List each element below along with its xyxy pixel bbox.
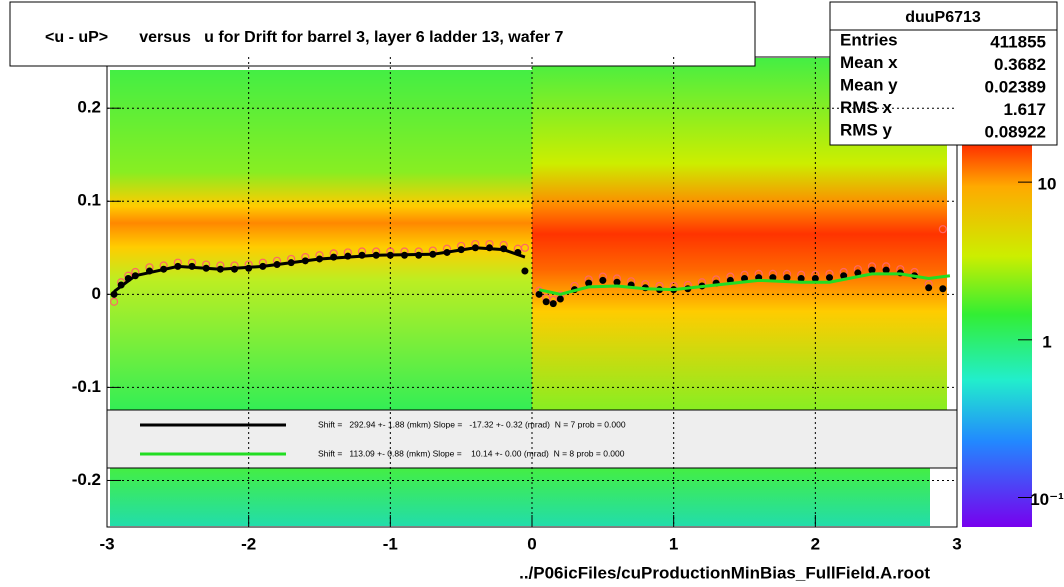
colorbar-tick-label: 1 <box>1042 332 1051 351</box>
fit-line <box>113 246 526 293</box>
data-point <box>769 274 777 282</box>
data-point <box>811 275 819 283</box>
colorbar-tick-label: 10⁻¹ <box>1030 490 1064 509</box>
data-point <box>542 298 550 306</box>
data-point <box>797 275 805 283</box>
x-axis-label: ../P06icFiles/cuProductionMinBias_FullFi… <box>519 563 930 582</box>
data-point <box>549 300 557 308</box>
x-tick-label: 0 <box>527 534 536 553</box>
data-point <box>868 266 876 274</box>
x-tick-label: 2 <box>811 534 820 553</box>
colorbar-tick-label: 10 <box>1038 175 1057 194</box>
y-tick-label: 0.2 <box>77 98 101 117</box>
stats-value: 1.617 <box>1003 100 1046 119</box>
data-point <box>109 297 119 306</box>
x-tick-label: 3 <box>952 534 961 553</box>
colorbar <box>962 140 1032 527</box>
data-point <box>925 284 933 292</box>
title-box <box>9 1 756 67</box>
fit-line <box>538 272 951 296</box>
x-tick-label: 1 <box>669 534 678 553</box>
data-point <box>882 266 890 274</box>
x-tick-label: -1 <box>383 534 398 553</box>
stats-value: 0.3682 <box>994 55 1046 74</box>
x-tick-label: -2 <box>241 534 256 553</box>
stats-label: RMS x <box>840 98 893 117</box>
stats-value: 411855 <box>990 32 1046 51</box>
legend-label: Shift = 292.94 +- 1.88 (mkm) Slope = -17… <box>318 419 626 429</box>
stats-value: 0.08922 <box>985 122 1046 141</box>
y-tick-label: 0 <box>92 284 101 303</box>
stats-value: 0.02389 <box>985 77 1046 96</box>
data-point <box>599 276 607 284</box>
stats-label: Mean y <box>840 75 898 94</box>
data-point <box>826 274 833 282</box>
stats-label: Mean x <box>840 53 898 72</box>
data-point <box>613 278 621 286</box>
stats-label: Entries <box>840 30 898 49</box>
data-point <box>520 243 530 252</box>
data-point <box>854 269 862 277</box>
x-tick-label: -3 <box>99 534 114 553</box>
stats-label: RMS y <box>840 120 893 139</box>
data-point <box>556 295 564 303</box>
data-point <box>783 274 791 282</box>
data-point <box>521 267 529 275</box>
y-tick-label: 0.1 <box>77 191 101 210</box>
data-point <box>939 285 947 293</box>
data-point <box>585 279 593 287</box>
data-point <box>840 272 848 280</box>
data-point <box>938 225 947 234</box>
data-point <box>110 290 118 298</box>
y-tick-label: -0.2 <box>72 470 101 489</box>
stats-title: duuP6713 <box>905 9 981 26</box>
chart-title: <u - uP> versus u for Drift for barrel 3… <box>45 29 564 46</box>
legend-label: Shift = 113.09 +- 0.88 (mkm) Slope = 10.… <box>318 448 625 458</box>
y-tick-label: -0.1 <box>72 377 101 396</box>
stats-box <box>829 1 1058 146</box>
data-point <box>535 290 543 298</box>
